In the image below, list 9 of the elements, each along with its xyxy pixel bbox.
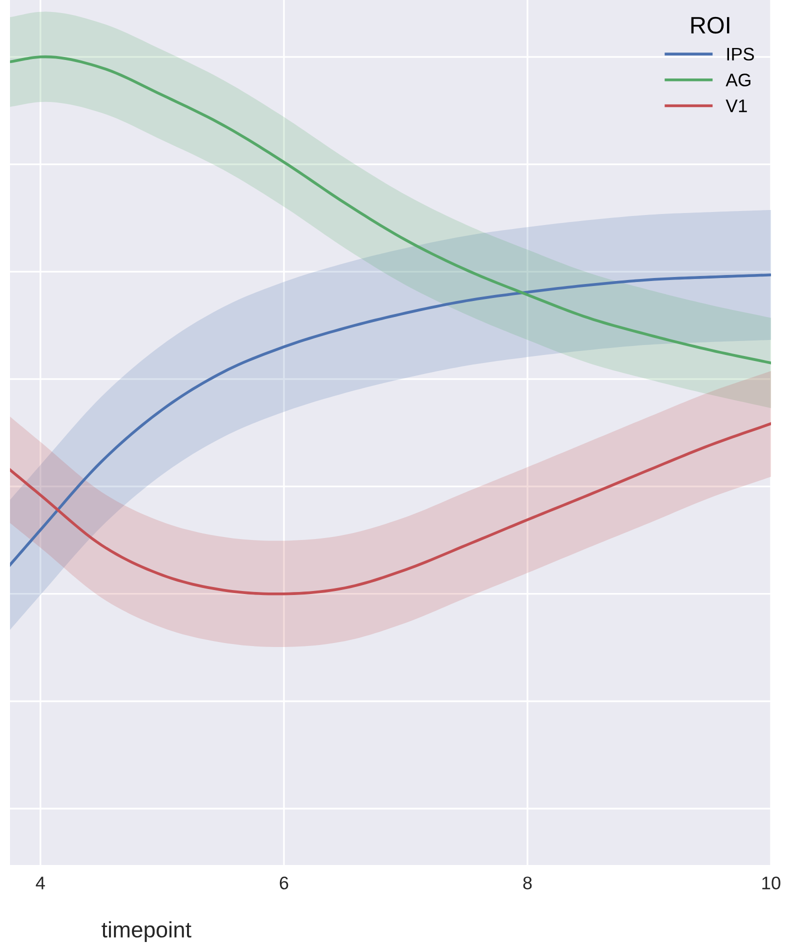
x-tick-label: 4 (36, 876, 45, 890)
legend-label: IPS (727, 48, 754, 61)
legend-title: ROI (691, 16, 730, 34)
legend-label: V1 (726, 100, 747, 112)
x-tick-label: 8 (523, 876, 532, 890)
legend-label: AG (726, 74, 750, 86)
x-axis-title: timepoint (102, 921, 192, 942)
x-tick-label: 10 (762, 876, 780, 890)
x-tick-label: 6 (280, 876, 288, 890)
